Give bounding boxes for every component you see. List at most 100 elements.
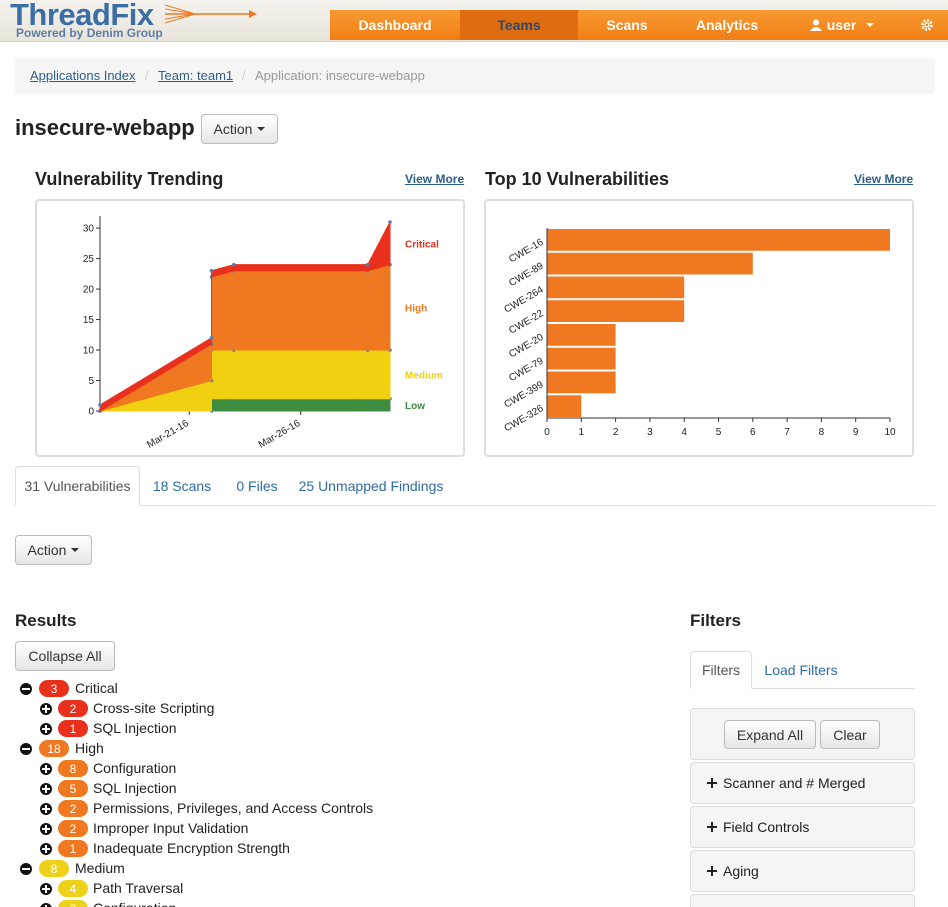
bar	[547, 347, 616, 370]
nav-label: user	[826, 17, 857, 33]
count-badge: 4	[58, 880, 88, 897]
action-label: Action	[213, 121, 253, 137]
bar	[547, 395, 582, 417]
expand-icon[interactable]	[40, 723, 52, 735]
item-label[interactable]: Configuration	[93, 900, 176, 907]
bar	[547, 300, 685, 322]
point	[232, 262, 236, 267]
filter-section[interactable]: Aging	[690, 850, 915, 892]
expand-icon[interactable]	[40, 843, 52, 855]
nav-bar	[330, 10, 948, 40]
x-tick-label: 7	[784, 427, 790, 438]
breadcrumb-item[interactable]: Team: team1	[145, 68, 233, 83]
filter-button[interactable]: Clear	[820, 720, 880, 749]
settings-icon[interactable]	[906, 10, 948, 40]
nav-item[interactable]: Teams	[460, 10, 578, 40]
collapse-all-button[interactable]: Collapse All	[15, 641, 115, 671]
point	[209, 268, 214, 273]
bar	[547, 276, 685, 299]
nav-item[interactable]: Dashboard	[330, 10, 460, 40]
group-label: Medium	[75, 860, 125, 876]
user-icon	[809, 19, 822, 31]
expand-icon[interactable]	[40, 763, 52, 775]
bar	[547, 324, 616, 346]
action-button[interactable]: Action	[201, 114, 278, 144]
tab[interactable]: 25 Unmapped Findings	[298, 478, 444, 494]
collapse-icon[interactable]	[20, 683, 32, 695]
x-tick-label: 1	[579, 427, 585, 438]
tab[interactable]: 0 Files	[236, 478, 278, 494]
x-tick-label: 0	[544, 427, 550, 438]
expand-icon[interactable]	[40, 803, 52, 815]
expand-icon[interactable]	[40, 903, 52, 907]
filter-section[interactable]: Scanner and # Merged	[690, 762, 915, 804]
series-label: Critical	[405, 239, 439, 250]
filter-tab[interactable]: Filters	[690, 651, 752, 689]
y-tick-label: 15	[83, 315, 95, 326]
x-tick-label: 8	[819, 427, 825, 438]
x-tick-label: 2	[613, 427, 619, 438]
group-label: High	[75, 740, 104, 756]
collapse-icon[interactable]	[20, 863, 32, 875]
filter-button[interactable]: Expand All	[724, 720, 816, 749]
nav-item[interactable]: Scans	[578, 10, 676, 40]
filter-section[interactable]	[690, 894, 915, 907]
point	[209, 336, 214, 340]
item-label[interactable]: SQL Injection	[93, 780, 177, 796]
expand-icon[interactable]	[40, 783, 52, 795]
nav-label: Analytics	[695, 17, 759, 33]
series-label: Low	[405, 401, 425, 412]
y-tick-label: 0	[88, 407, 94, 418]
breadcrumb-item[interactable]: Applications Index	[30, 68, 136, 83]
x-tick-label: 9	[853, 427, 859, 438]
action-label: Action	[27, 542, 67, 558]
nav-item[interactable]: Analytics	[676, 10, 778, 40]
expand-icon[interactable]	[40, 823, 52, 835]
item-label[interactable]: Improper Input Validation	[93, 820, 249, 836]
filter-tab-line	[690, 688, 915, 689]
filter-section[interactable]: Field Controls	[690, 806, 915, 848]
nav-item[interactable]: user	[778, 10, 906, 40]
plus-icon	[707, 778, 717, 788]
nav-label: Teams	[497, 17, 541, 33]
filter-section-label: Scanner and # Merged	[723, 775, 866, 791]
bar	[547, 371, 616, 394]
count-badge: 8	[58, 760, 88, 777]
x-tick-label: 6	[750, 427, 756, 438]
item-label[interactable]: Cross-site Scripting	[93, 700, 215, 716]
logo[interactable]: ThreadFix	[10, 0, 154, 32]
caret	[71, 548, 80, 552]
item-label[interactable]: Inadequate Encryption Strength	[93, 840, 290, 856]
view-more-link[interactable]: View More	[854, 172, 914, 186]
group-label: Critical	[75, 680, 118, 696]
breadcrumb-item: Application: insecure-webapp	[242, 68, 425, 83]
y-tick-label: 25	[83, 254, 95, 265]
tab[interactable]: 18 Scans	[152, 478, 212, 494]
expand-icon[interactable]	[40, 883, 52, 895]
action-button[interactable]: Action	[15, 535, 92, 565]
series-label: High	[405, 303, 427, 314]
logo-tagline: Powered by Denim Group	[16, 26, 163, 40]
caret	[257, 127, 266, 131]
item-label[interactable]: Path Traversal	[93, 880, 184, 896]
view-more-link[interactable]: View More	[405, 172, 465, 186]
filters-title: Filters	[690, 611, 742, 630]
item-label[interactable]: Configuration	[93, 760, 177, 776]
collapse-icon[interactable]	[20, 743, 32, 755]
point	[388, 220, 392, 224]
plus-icon	[707, 822, 717, 832]
x-tick-label: Mar-26-16	[257, 418, 303, 451]
nav-label: Scans	[606, 17, 648, 33]
filter-section-label: Aging	[723, 863, 759, 879]
chart-title: Top 10 Vulnerabilities	[485, 169, 670, 189]
tab[interactable]: 31 Vulnerabilities	[15, 466, 140, 506]
count-badge: 3	[58, 900, 88, 907]
count-badge: 3	[39, 680, 69, 697]
item-label[interactable]: SQL Injection	[93, 720, 177, 736]
filter-tab[interactable]: Load Filters	[764, 662, 838, 678]
bar	[547, 229, 890, 251]
expand-icon[interactable]	[40, 703, 52, 715]
item-label[interactable]: Permissions, Privileges, and Access Cont…	[93, 800, 374, 816]
